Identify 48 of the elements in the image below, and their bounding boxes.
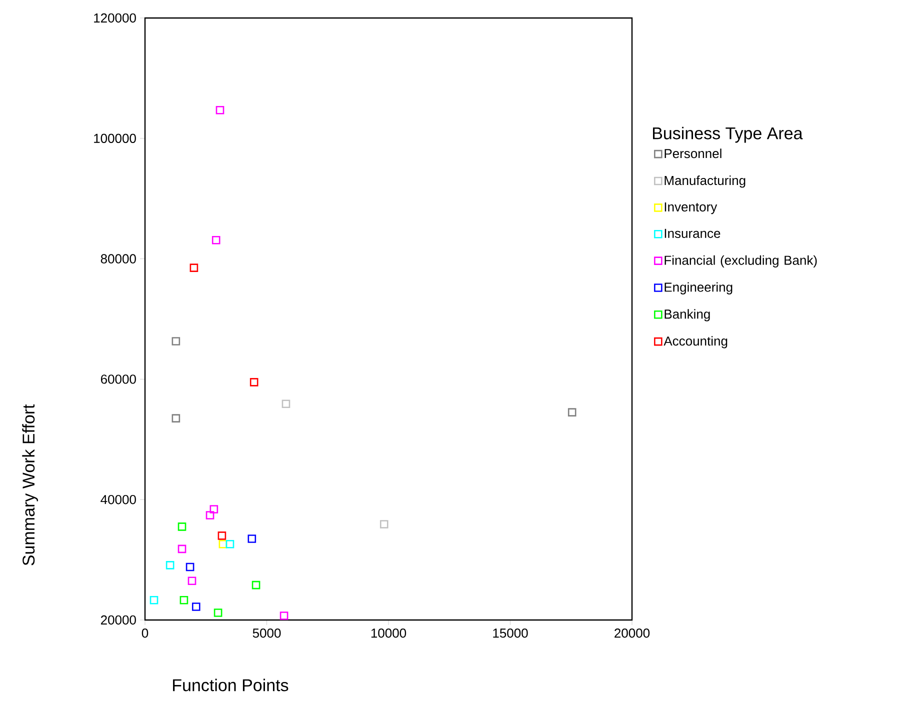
point [568, 408, 576, 416]
point [178, 522, 186, 531]
point [212, 236, 220, 244]
legend-title: Business Type Area [653, 126, 803, 143]
point [250, 378, 258, 386]
point [172, 337, 180, 346]
point [178, 544, 186, 554]
point [380, 520, 388, 528]
point [186, 562, 194, 572]
point [226, 540, 234, 548]
point [218, 532, 226, 540]
point [282, 400, 290, 408]
y-axis-title: Summary Work Effort [22, 404, 38, 566]
legend-label: Engineering [664, 282, 732, 294]
point [216, 106, 224, 114]
point [252, 580, 260, 590]
x-tick-label: 15000 [493, 628, 528, 638]
x-tick-label: 20000 [614, 628, 650, 638]
x-tick-label: 0 [142, 628, 148, 638]
legend-label: Accounting [664, 336, 728, 348]
point [214, 608, 222, 617]
legend-label: Manufacturing [664, 176, 746, 188]
y-tick-label: 40000 [100, 494, 136, 504]
point [206, 511, 214, 520]
legend-label: Insurance [664, 228, 720, 238]
point [280, 612, 288, 620]
point [190, 264, 198, 272]
y-tick-label: 20000 [100, 615, 136, 625]
point [248, 534, 256, 543]
point [180, 596, 188, 604]
x-tick-label: 10000 [371, 628, 406, 638]
y-tick-label: 100000 [94, 134, 136, 143]
legend-label: Banking [664, 309, 710, 322]
y-tick-label: 60000 [100, 374, 136, 384]
x-axis-title: Function Points [173, 678, 288, 692]
point [218, 540, 228, 548]
point [210, 505, 218, 514]
point [150, 596, 158, 604]
point [192, 602, 200, 611]
legend-label: Inventory [664, 202, 718, 214]
y-tick-label: 80000 [100, 254, 136, 264]
point [188, 576, 196, 586]
legend-label: Financial (excluding Bank) [664, 255, 817, 268]
point [172, 414, 180, 422]
legend-label: Personnel [664, 148, 722, 158]
x-tick-label: 5000 [252, 628, 281, 638]
point [166, 561, 174, 570]
y-tick-label: 120000 [94, 13, 136, 23]
